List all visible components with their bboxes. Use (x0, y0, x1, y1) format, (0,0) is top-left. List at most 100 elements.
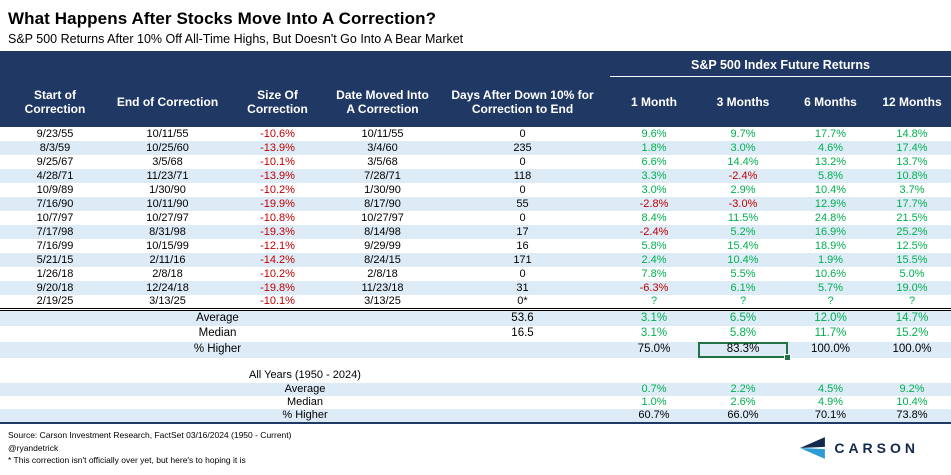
cell: 16 (516, 239, 529, 252)
cell: 2/11/16 (149, 253, 186, 266)
cell: 5.0% (899, 267, 925, 280)
cell: 0 (519, 267, 526, 280)
cell: -2.4% (639, 225, 669, 238)
cell: 60.7% (610, 408, 698, 424)
cell: 2.2% (730, 382, 756, 395)
table-row: 8/3/59 10/25/60 -13.9% 3/4/60 235 1.8% 3.0% 4.6… (0, 141, 951, 155)
cell: 10/9/89 (36, 183, 74, 196)
cell: -2.4% (728, 169, 758, 182)
col-header-end: End of Correction (110, 76, 225, 127)
col-header-date-moved: Date Moved Into A Correction (330, 76, 435, 127)
cell: 11/23/71 (146, 169, 189, 182)
col-header-days: Days After Down 10% for Correction to En… (435, 76, 610, 127)
source-line: Source: Carson Investment Research, Fact… (8, 430, 292, 441)
cell: -13.9% (260, 169, 295, 182)
cell: 7/17/98 (36, 225, 74, 238)
twitter-handle: @ryandetrick (8, 442, 59, 453)
cell: 1.8% (641, 141, 667, 154)
cell: 4.6% (817, 141, 844, 154)
cell: ? (610, 295, 698, 311)
cell: 3.1% (640, 327, 668, 339)
cell: 15.2% (895, 327, 929, 339)
cell: 3/5/68 (367, 155, 398, 168)
cell: 2/8/18 (367, 267, 398, 280)
cell: 7.8% (641, 267, 667, 280)
cell: 73.8% (873, 408, 951, 424)
cell: 0.7% (641, 382, 667, 395)
cell: 3.0% (730, 141, 756, 154)
cell: 10/25/60 (146, 141, 189, 154)
group-header: S&P 500 Index Future Returns (610, 51, 951, 77)
cell: 14.4% (727, 155, 759, 168)
cell: 10/27/97 (361, 211, 404, 224)
cell: 1.0% (641, 395, 667, 408)
cell: 8.4% (641, 211, 667, 224)
cell: 3.1% (640, 311, 668, 324)
cell: 9.2% (899, 382, 925, 395)
cell: 8/3/59 (39, 141, 71, 154)
cell: 5.5% (730, 267, 756, 280)
table-row: 2/19/25 3/13/25 -10.1% 3/13/25 0*???? (0, 295, 951, 311)
cell: -19.8% (260, 281, 295, 294)
cell: 0 (519, 127, 526, 140)
cell: 6.5% (729, 311, 757, 324)
cell: % Higher (193, 343, 242, 355)
cell: Median (286, 395, 324, 408)
cell: 7/28/71 (364, 169, 401, 182)
cell: -10.2% (260, 267, 295, 280)
cell: 100.0% (810, 343, 850, 355)
cell: 1/30/90 (364, 183, 401, 196)
cell: 10.4% (727, 253, 759, 266)
returns-table: S&P 500 Index Future Returns Start of Co… (0, 51, 951, 424)
cell: 16.5 (511, 327, 534, 339)
cell: 0* (435, 295, 610, 311)
cell: -19.9% (260, 197, 295, 210)
cell: 3/13/25 (110, 295, 225, 311)
table-row: 10/7/97 10/27/97 -10.8% 10/27/97 0 8.4% 11.5% 2… (0, 211, 951, 225)
cell: 1.9% (817, 253, 844, 266)
table-row: Median 16.5 3.1% 5.8% 11.7% 15.2% (0, 326, 951, 342)
cell: 75.0% (637, 343, 671, 355)
table-row (0, 357, 951, 368)
table-row: % Higher 60.7% 66.0% 70.1% 73.8% (0, 408, 951, 424)
table-row: 7/16/90 10/11/90 -19.9% 8/17/90 55 -2.8% -3.0%… (0, 197, 951, 211)
cell: 10/11/55 (361, 127, 404, 140)
cell: 1/26/18 (36, 267, 74, 280)
cell: 3.3% (641, 169, 667, 182)
table-row: Average 53.6 3.1% 6.5% 12.0% 14.7% (0, 309, 951, 326)
cell: 5.7% (817, 281, 844, 294)
cell: -6.3% (639, 281, 669, 294)
cell: 5.8% (817, 169, 844, 182)
cell: 9/20/18 (36, 281, 74, 294)
cell: 18.9% (814, 239, 847, 252)
cell: ? (788, 295, 873, 311)
cell: 3.0% (641, 183, 667, 196)
group-header-row: S&P 500 Index Future Returns (0, 51, 951, 77)
table-row: 1/26/18 2/8/18 -10.2% 2/8/18 0 7.8% 5.5% 10.6% 5… (0, 267, 951, 281)
cell: 13.2% (814, 155, 847, 168)
cell: 11/23/18 (361, 281, 404, 294)
cell: 2.4% (641, 253, 667, 266)
col-header-1m: 1 Month (610, 76, 698, 127)
cell: 6.6% (641, 155, 667, 168)
cell: 55 (516, 197, 529, 210)
cell: 70.1% (788, 408, 873, 424)
table-row: Median 1.0% 2.6% 4.9% 10.4% (0, 396, 951, 409)
cell: -2.8% (639, 197, 669, 210)
cell: 14.8% (896, 127, 928, 140)
table-row: 9/20/18 12/24/18 -19.8% 11/23/18 31 -6.3% 6.1%… (0, 281, 951, 295)
cell: % Higher (0, 408, 610, 424)
cell: 0 (519, 211, 526, 224)
footnote: * This correction isn't officially over … (8, 455, 246, 466)
page-subtitle: S&P 500 Returns After 10% Off All-Time H… (8, 32, 464, 46)
cell: 12.9% (814, 197, 847, 210)
table-row: 9/23/55 10/11/55 -10.6% 10/11/55 0 9.6% 9.7% 17… (0, 127, 951, 141)
page-title: What Happens After Stocks Move Into A Co… (8, 9, 437, 28)
cell: 83.3% (698, 342, 791, 361)
cell: 2/19/25 (0, 295, 110, 311)
cell: -14.2% (260, 253, 295, 266)
cell: Average (284, 382, 326, 395)
cell: 2.9% (730, 183, 756, 196)
cell: 66.0% (698, 408, 788, 424)
